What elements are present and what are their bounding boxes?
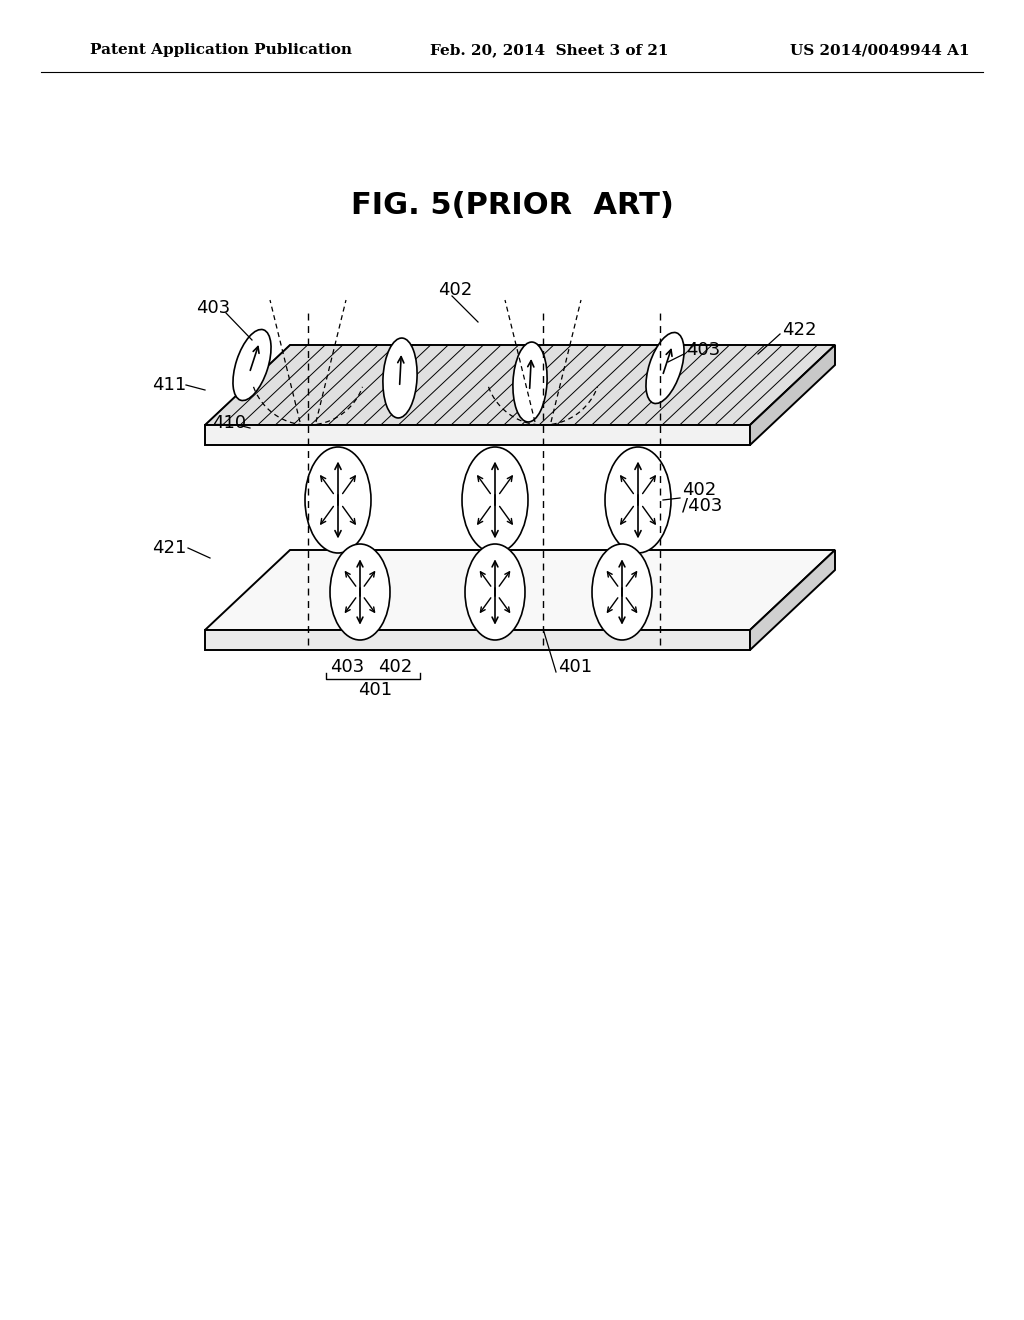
Polygon shape (750, 550, 835, 649)
Polygon shape (205, 630, 750, 649)
Ellipse shape (330, 544, 390, 640)
Text: 410: 410 (212, 414, 246, 432)
Text: 401: 401 (558, 657, 592, 676)
Ellipse shape (592, 544, 652, 640)
Text: Feb. 20, 2014  Sheet 3 of 21: Feb. 20, 2014 Sheet 3 of 21 (430, 44, 669, 57)
Ellipse shape (233, 330, 271, 400)
Polygon shape (205, 425, 750, 445)
Text: 402: 402 (438, 281, 472, 300)
Polygon shape (205, 550, 835, 630)
Text: 422: 422 (782, 321, 816, 339)
Ellipse shape (383, 338, 417, 418)
Text: 403: 403 (196, 300, 230, 317)
Ellipse shape (605, 447, 671, 553)
Text: 403: 403 (686, 341, 720, 359)
Text: 421: 421 (152, 539, 186, 557)
Text: 402: 402 (682, 480, 716, 499)
Polygon shape (205, 345, 835, 425)
Text: US 2014/0049944 A1: US 2014/0049944 A1 (790, 44, 970, 57)
Text: 411: 411 (152, 376, 186, 393)
Text: /403: /403 (682, 496, 722, 513)
Text: 401: 401 (358, 681, 392, 700)
Polygon shape (750, 345, 835, 445)
Text: 403: 403 (330, 657, 365, 676)
Ellipse shape (462, 447, 528, 553)
Text: 402: 402 (378, 657, 413, 676)
Text: Patent Application Publication: Patent Application Publication (90, 44, 352, 57)
Ellipse shape (465, 544, 525, 640)
Ellipse shape (646, 333, 684, 404)
Text: FIG. 5(PRIOR  ART): FIG. 5(PRIOR ART) (350, 190, 674, 219)
Ellipse shape (305, 447, 371, 553)
Ellipse shape (513, 342, 547, 422)
